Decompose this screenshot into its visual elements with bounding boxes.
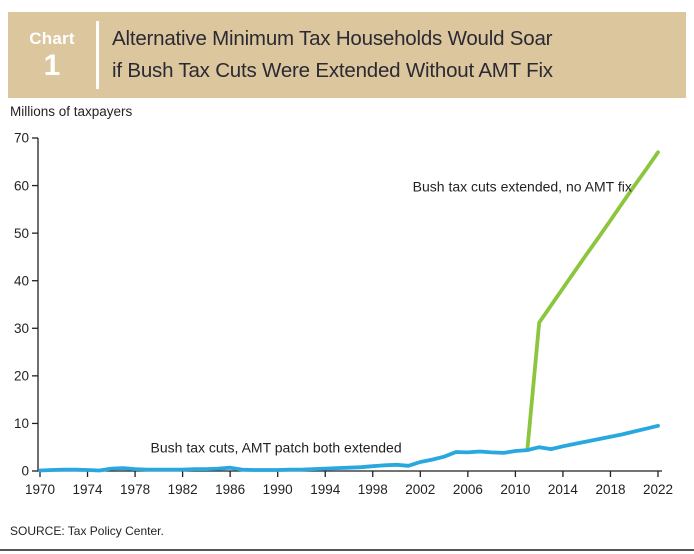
y-tick-label: 30 (14, 321, 29, 336)
kicker-divider (96, 21, 99, 89)
bottom-rule (0, 549, 694, 551)
chart-title-line1: Alternative Minimum Tax Households Would… (112, 27, 553, 50)
x-tick-label: 1982 (168, 482, 198, 497)
chart-kicker: Chart 1 (8, 30, 96, 81)
chart-title: Alternative Minimum Tax Households Would… (99, 23, 553, 87)
x-tick-label: 2014 (548, 482, 579, 497)
x-tick-label: 1978 (120, 482, 150, 497)
x-tick-label: 2022 (643, 482, 673, 497)
chart-title-line2: if Bush Tax Cuts Were Extended Without A… (112, 59, 553, 82)
x-tick-label: 1974 (73, 482, 104, 497)
y-tick-label: 40 (14, 273, 29, 288)
x-tick-label: 1986 (215, 482, 245, 497)
x-tick-label: 2006 (453, 482, 483, 497)
y-tick-label: 60 (14, 178, 29, 193)
series-annotation-1: Bush tax cuts, AMT patch both extended (151, 439, 402, 455)
chart-kicker-label: Chart (29, 28, 75, 48)
x-tick-label: 1994 (310, 482, 341, 497)
x-tick-label: 1990 (263, 482, 293, 497)
series-line-no-amt-fix (525, 150, 660, 453)
source-note: SOURCE: Tax Policy Center. (10, 524, 164, 538)
chart-kicker-number: 1 (43, 48, 61, 82)
y-tick-label: 70 (14, 131, 29, 146)
chart-header-band: Chart 1 Alternative Minimum Tax Househol… (8, 12, 686, 98)
y-tick-label: 10 (14, 416, 29, 431)
y-tick-label: 20 (14, 369, 29, 384)
x-tick-label: 2010 (500, 482, 530, 497)
x-tick-label: 1998 (358, 482, 388, 497)
x-tick-label: 2002 (405, 482, 435, 497)
y-axis-unit-label: Millions of taxpayers (10, 104, 133, 119)
x-tick-label: 2018 (595, 482, 625, 497)
y-tick-label: 0 (21, 464, 29, 479)
series-line-amt-patch-extended (38, 423, 660, 473)
series-annotation-0: Bush tax cuts extended, no AMT fix (413, 178, 632, 194)
x-tick-label: 1970 (25, 482, 55, 497)
y-tick-label: 50 (14, 226, 29, 241)
